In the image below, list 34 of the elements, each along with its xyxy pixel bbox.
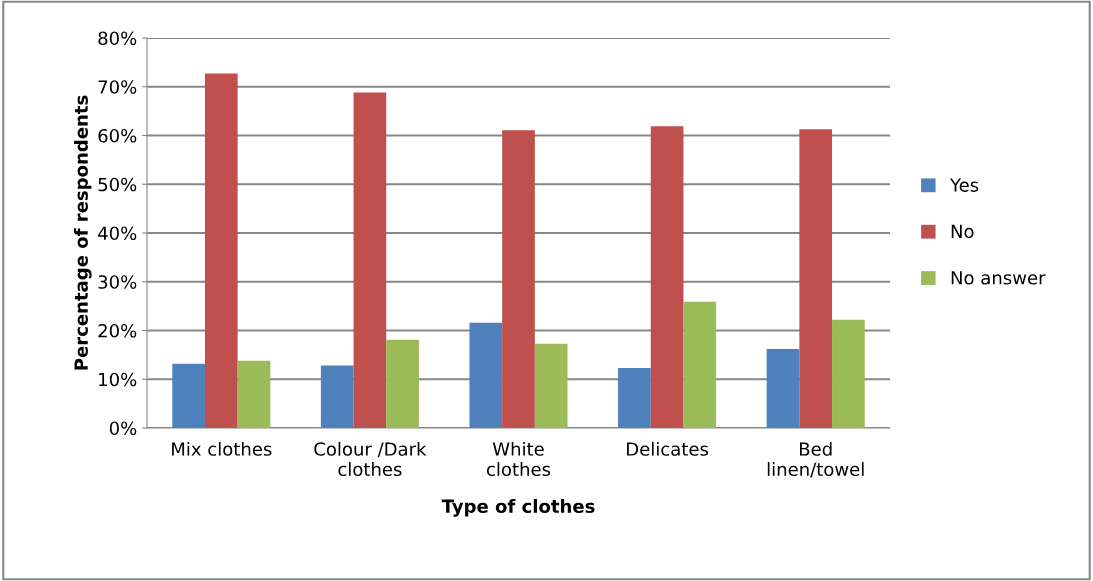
x-tick-label: White clothes xyxy=(486,441,551,477)
bar xyxy=(320,365,354,428)
bar xyxy=(650,126,684,428)
legend-label: No xyxy=(951,224,974,239)
bar xyxy=(386,339,419,428)
bar xyxy=(353,92,387,428)
bar xyxy=(469,322,503,428)
bar xyxy=(534,343,568,428)
y-tick-label: 40% xyxy=(98,226,137,241)
x-tick-label: Colour /Dark clothes xyxy=(314,441,427,477)
y-tick-label: 80% xyxy=(98,31,137,46)
bar xyxy=(832,319,865,428)
y-tick-label: 60% xyxy=(98,128,137,143)
bar xyxy=(204,73,238,428)
bar xyxy=(237,360,271,428)
y-tick-label: 50% xyxy=(98,177,137,192)
y-tick-label: 30% xyxy=(98,275,137,289)
x-tick-label: Delicates xyxy=(627,441,709,456)
bar xyxy=(502,130,535,428)
legend-label: Yes xyxy=(949,178,979,192)
bar xyxy=(766,349,800,428)
x-tick-label: Bed linen/towel xyxy=(767,441,864,478)
bar xyxy=(172,363,205,428)
y-axis-title: Percentage of respondents xyxy=(73,95,92,370)
y-tick-label: 0% xyxy=(109,421,137,436)
y-tick-label: 20% xyxy=(98,323,137,338)
bar xyxy=(799,129,833,428)
bar xyxy=(683,301,717,428)
y-tick-label: 70% xyxy=(98,80,137,94)
y-tick-label: 10% xyxy=(99,372,137,387)
bar xyxy=(618,368,651,428)
x-tick-label: Mix clothes xyxy=(172,441,272,456)
legend-label: No answer xyxy=(951,271,1046,285)
x-axis-title: Type of clothes xyxy=(441,499,595,517)
